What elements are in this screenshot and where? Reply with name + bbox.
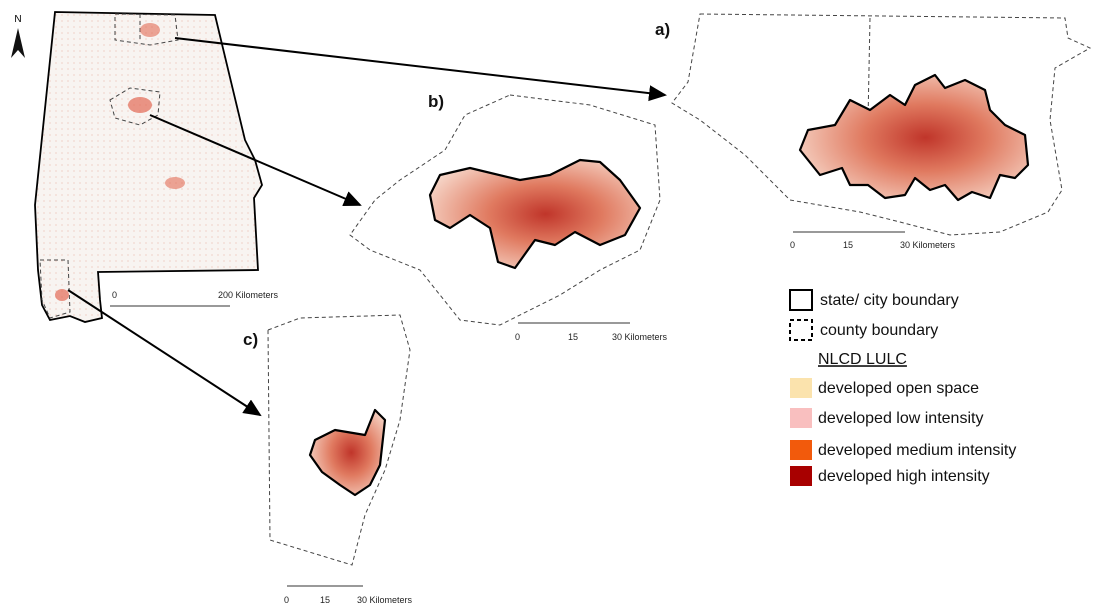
legend-label: state/ city boundary (820, 292, 959, 309)
city-boundary (428, 158, 642, 270)
state-outline (34, 11, 263, 323)
legend-swatch (790, 378, 812, 398)
scale-label: 30 Kilometers (900, 240, 956, 250)
legend-swatch (790, 408, 812, 428)
urban-area (128, 97, 152, 113)
city-boundary (798, 73, 1030, 202)
county-outline (114, 13, 179, 46)
legend-swatch (790, 440, 812, 460)
legend-swatch (789, 289, 813, 311)
legend-label: developed open space (818, 380, 979, 397)
urban-area (165, 177, 185, 189)
county-outline (867, 17, 871, 121)
legend-label: developed high intensity (818, 468, 990, 485)
county-outline (267, 314, 411, 566)
scale-label: 30 Kilometers (612, 332, 668, 342)
scale-label: 30 Kilometers (357, 595, 413, 605)
scale-label: 15 (843, 240, 853, 250)
legend-label: developed low intensity (818, 410, 983, 427)
arrow (149, 114, 362, 207)
urban-area (140, 23, 160, 37)
county-outline (349, 94, 661, 326)
scale-label: 200 Kilometers (218, 290, 279, 300)
arrow (174, 37, 667, 102)
north-label: N (14, 14, 21, 25)
legend-swatch (789, 319, 813, 341)
scale-label: 0 (112, 290, 117, 300)
scale-label: 0 (284, 595, 289, 605)
legend-label: developed medium intensity (818, 442, 1016, 459)
legend-swatch (790, 466, 812, 486)
panel-label: c) (243, 330, 258, 349)
scale-label: 15 (320, 595, 330, 605)
scale-label: 0 (515, 332, 520, 342)
county-outline (39, 259, 71, 319)
scale-label: 15 (568, 332, 578, 342)
county-outline (109, 87, 161, 126)
city-boundary (308, 408, 387, 497)
north-arrow (11, 28, 25, 58)
urban-area (55, 289, 69, 301)
legend: state/ city boundary county boundary NLC… (789, 289, 1016, 486)
panel-label: b) (428, 92, 444, 111)
legend-label: county boundary (820, 322, 938, 339)
legend-title: NLCD LULC (818, 351, 907, 368)
arrow (67, 289, 262, 417)
panel-label: a) (655, 20, 670, 39)
scale-label: 0 (790, 240, 795, 250)
